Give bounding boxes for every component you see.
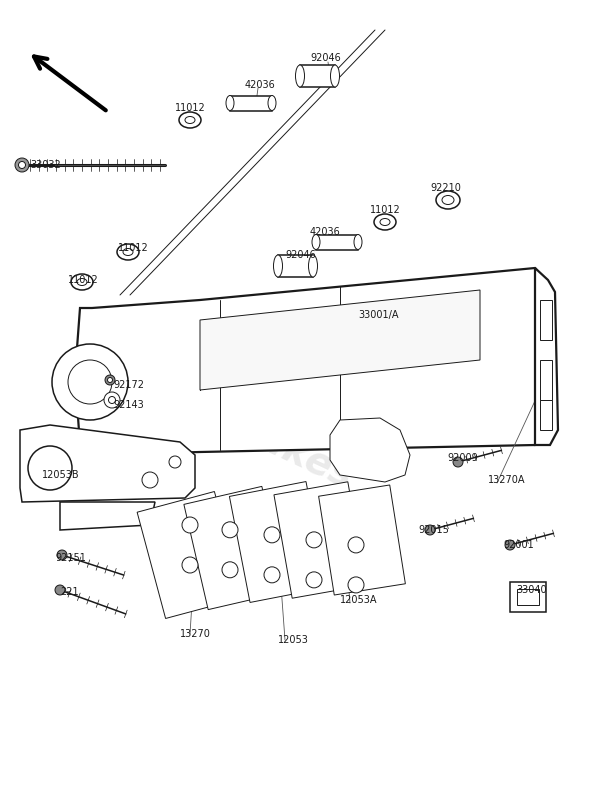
- Polygon shape: [330, 418, 410, 482]
- Ellipse shape: [296, 65, 305, 87]
- Polygon shape: [535, 268, 558, 445]
- Circle shape: [52, 344, 128, 420]
- Text: 11012: 11012: [118, 243, 149, 253]
- Text: 92151: 92151: [55, 553, 86, 563]
- Text: PartsFo
rBikes: PartsFo rBikes: [209, 358, 391, 502]
- Ellipse shape: [354, 234, 362, 250]
- Ellipse shape: [380, 218, 390, 226]
- Polygon shape: [184, 486, 286, 610]
- Text: 42036: 42036: [245, 80, 276, 90]
- Circle shape: [264, 527, 280, 543]
- Ellipse shape: [268, 95, 276, 110]
- Bar: [278, 255, 313, 277]
- Circle shape: [182, 517, 198, 533]
- Polygon shape: [90, 400, 545, 450]
- Polygon shape: [200, 290, 480, 390]
- Text: 12053B: 12053B: [42, 470, 80, 480]
- Bar: [540, 360, 552, 400]
- Circle shape: [107, 378, 113, 382]
- Circle shape: [348, 537, 364, 553]
- Ellipse shape: [117, 244, 139, 260]
- Text: 33032: 33032: [30, 160, 61, 170]
- Text: 11012: 11012: [175, 103, 206, 113]
- Circle shape: [57, 550, 67, 560]
- Polygon shape: [20, 425, 195, 502]
- Ellipse shape: [179, 112, 201, 128]
- Circle shape: [68, 360, 112, 404]
- Ellipse shape: [442, 195, 454, 205]
- Polygon shape: [274, 482, 366, 598]
- Text: 92210: 92210: [430, 183, 461, 193]
- Circle shape: [420, 380, 440, 400]
- Text: 11012: 11012: [370, 205, 401, 215]
- Bar: [230, 96, 272, 111]
- Ellipse shape: [226, 95, 234, 110]
- Polygon shape: [90, 272, 545, 325]
- Circle shape: [505, 540, 515, 550]
- Ellipse shape: [274, 255, 283, 277]
- Bar: [510, 582, 546, 612]
- Circle shape: [264, 567, 280, 583]
- Bar: [300, 65, 335, 87]
- Text: 42036: 42036: [310, 227, 341, 237]
- Circle shape: [453, 457, 463, 467]
- Text: 13270: 13270: [180, 629, 211, 639]
- Ellipse shape: [312, 234, 320, 250]
- Text: 13270A: 13270A: [488, 475, 526, 485]
- Text: 33001/A: 33001/A: [358, 310, 398, 320]
- Circle shape: [388, 348, 472, 432]
- Polygon shape: [319, 485, 406, 595]
- Text: 92143: 92143: [113, 400, 144, 410]
- Circle shape: [105, 375, 115, 385]
- Ellipse shape: [185, 117, 195, 123]
- Polygon shape: [75, 268, 548, 455]
- Bar: [517, 589, 539, 605]
- Circle shape: [55, 585, 65, 595]
- Polygon shape: [229, 482, 326, 602]
- Text: 33040: 33040: [516, 585, 547, 595]
- Bar: [316, 235, 358, 250]
- Circle shape: [19, 162, 25, 169]
- Circle shape: [425, 525, 435, 535]
- Text: 11012: 11012: [68, 275, 99, 285]
- Polygon shape: [137, 491, 243, 618]
- Text: 92001: 92001: [503, 540, 534, 550]
- Circle shape: [28, 446, 72, 490]
- Circle shape: [169, 456, 181, 468]
- Circle shape: [15, 158, 29, 172]
- Ellipse shape: [71, 274, 93, 290]
- Text: 92046: 92046: [310, 53, 341, 63]
- Text: 12053A: 12053A: [340, 595, 377, 605]
- Circle shape: [104, 392, 120, 408]
- Ellipse shape: [123, 249, 133, 255]
- Ellipse shape: [374, 214, 396, 230]
- Text: 92046: 92046: [285, 250, 316, 260]
- Circle shape: [222, 562, 238, 578]
- Text: 12053: 12053: [278, 635, 309, 645]
- Polygon shape: [60, 502, 155, 530]
- Ellipse shape: [331, 65, 340, 87]
- Text: 221: 221: [60, 587, 79, 597]
- Circle shape: [348, 577, 364, 593]
- Circle shape: [405, 365, 455, 415]
- Ellipse shape: [436, 191, 460, 209]
- Text: 92172: 92172: [113, 380, 144, 390]
- Ellipse shape: [77, 278, 87, 286]
- Circle shape: [306, 572, 322, 588]
- Circle shape: [109, 397, 115, 403]
- Circle shape: [222, 522, 238, 538]
- Bar: [540, 300, 552, 340]
- Circle shape: [306, 532, 322, 548]
- Circle shape: [182, 557, 198, 573]
- Text: 92009: 92009: [447, 453, 478, 463]
- Circle shape: [142, 472, 158, 488]
- Bar: [540, 400, 552, 430]
- Text: 92015: 92015: [418, 525, 449, 535]
- Ellipse shape: [308, 255, 317, 277]
